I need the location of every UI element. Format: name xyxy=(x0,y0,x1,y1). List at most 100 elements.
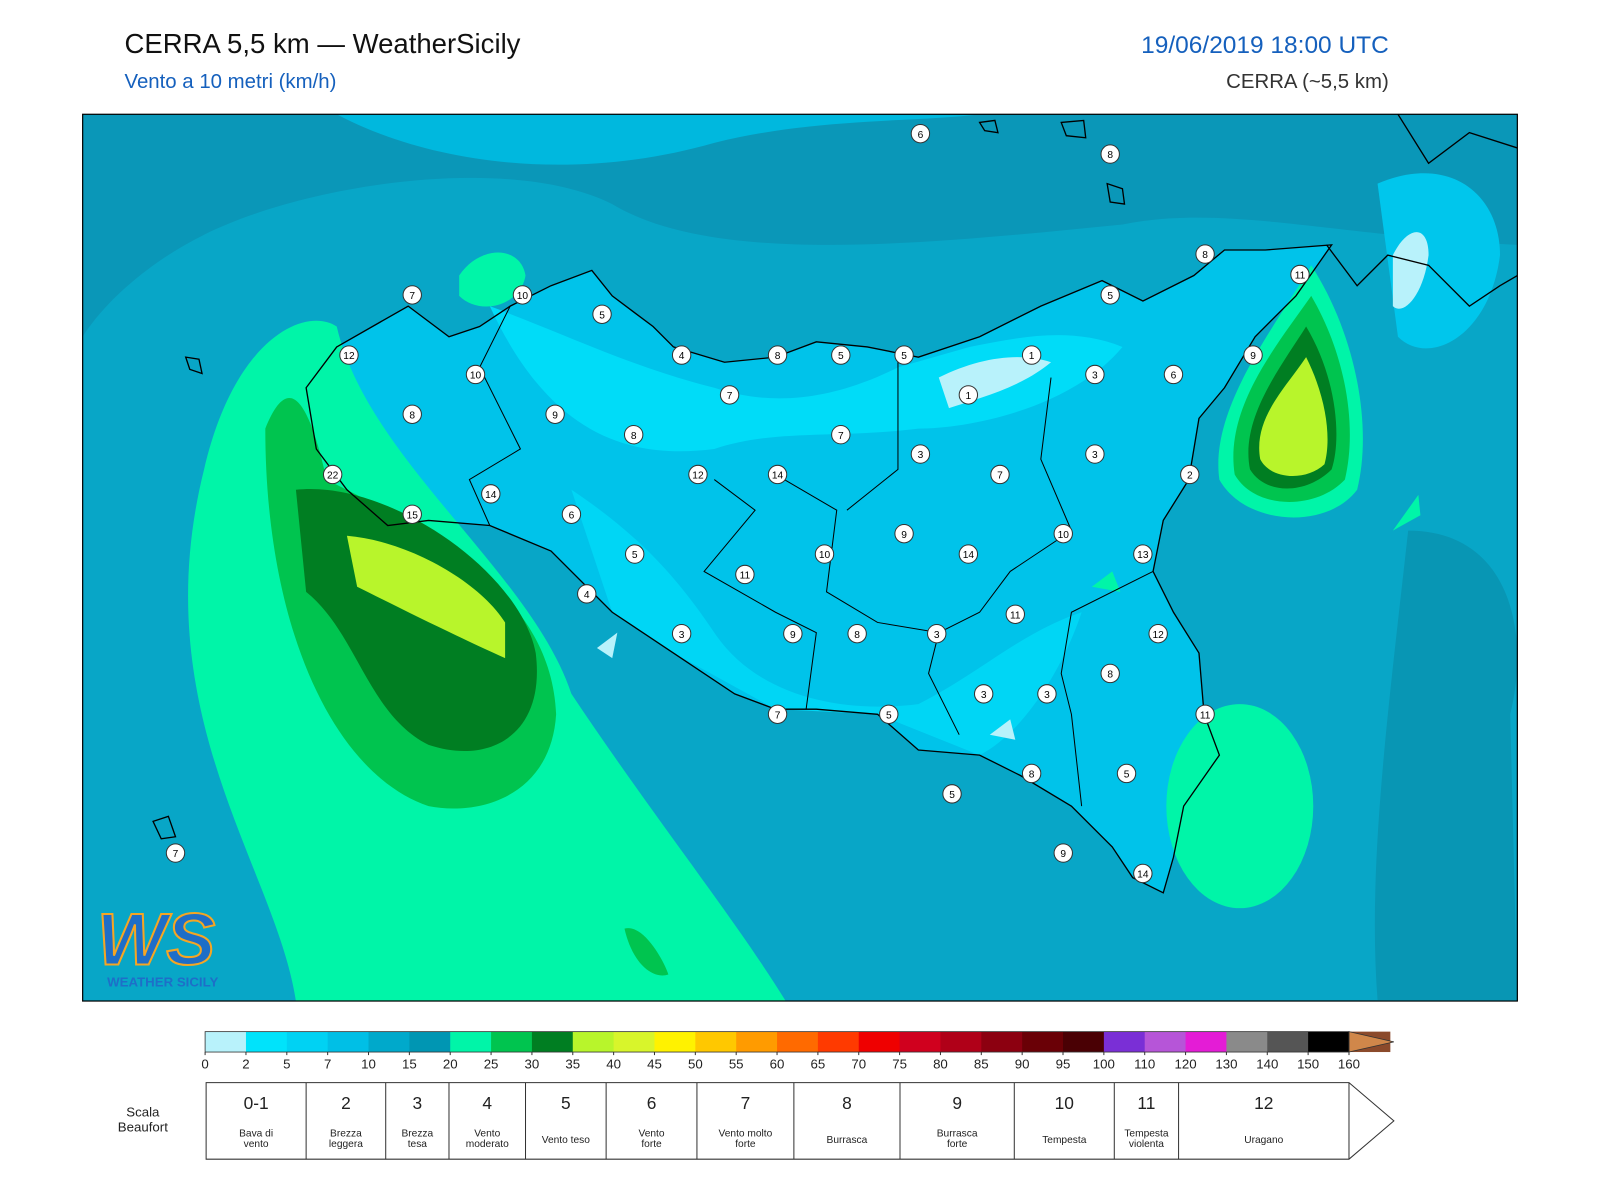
colorbar-segment xyxy=(1226,1031,1268,1053)
beaufort-description: Brezza xyxy=(330,1129,362,1140)
station-value: 4 xyxy=(679,351,685,362)
beaufort-description: Vento xyxy=(638,1129,664,1140)
station-value: 8 xyxy=(854,630,860,641)
station-marker xyxy=(1116,763,1137,784)
station-marker xyxy=(688,464,708,485)
beaufort-description: leggera xyxy=(329,1139,363,1150)
station-value: 3 xyxy=(679,630,685,641)
station-marker xyxy=(990,464,1010,485)
colorbar-tick-label: 160 xyxy=(1338,1056,1360,1071)
station-value: 10 xyxy=(517,291,529,302)
station-marker xyxy=(973,684,994,704)
station-value: 7 xyxy=(838,431,844,442)
beaufort-force: 5 xyxy=(561,1093,571,1113)
beaufort-force: 6 xyxy=(647,1093,657,1113)
station-value: 14 xyxy=(772,471,784,482)
model-label: CERRA (~5,5 km) xyxy=(1226,71,1389,93)
colorbar-tick-label: 150 xyxy=(1297,1056,1319,1071)
beaufort-force: 0-1 xyxy=(244,1093,269,1113)
colorbar-segment xyxy=(858,1031,901,1053)
station-marker xyxy=(735,564,755,585)
station-marker xyxy=(561,504,582,524)
beaufort-frame xyxy=(205,1082,1395,1160)
station-value: 7 xyxy=(409,291,415,302)
colorbar-segment xyxy=(654,1031,696,1053)
station-marker xyxy=(1085,444,1105,464)
colorbar-segment xyxy=(450,1031,492,1053)
beaufort-description: Brezza xyxy=(401,1129,433,1140)
beaufort-force: 11 xyxy=(1137,1093,1155,1113)
colorbar-tick-label: 120 xyxy=(1175,1056,1197,1071)
station-marker xyxy=(1085,364,1105,385)
station-marker xyxy=(783,623,803,644)
station-value: 3 xyxy=(1044,690,1050,701)
colorbar-tick-label: 25 xyxy=(484,1056,499,1071)
station-value: 8 xyxy=(1202,250,1208,261)
station-marker xyxy=(402,504,422,524)
station-value: 9 xyxy=(790,630,796,641)
colorbar-segment xyxy=(327,1031,370,1053)
colorbar-tick-label: 10 xyxy=(361,1056,376,1071)
station-value: 9 xyxy=(552,410,558,421)
logo-mark: WS xyxy=(97,897,215,980)
station-value: 1 xyxy=(1029,351,1035,362)
colorbar-segment xyxy=(613,1031,655,1053)
station-marker xyxy=(1100,285,1120,305)
colorbar-tick-label: 60 xyxy=(770,1056,785,1071)
colorbar-segment xyxy=(205,1031,247,1053)
station-value: 11 xyxy=(1010,610,1021,621)
station-marker xyxy=(577,584,597,604)
station-value: 5 xyxy=(901,351,907,362)
station-value: 14 xyxy=(1137,870,1149,881)
station-marker xyxy=(1053,523,1073,544)
beaufort-force: 2 xyxy=(341,1093,351,1113)
title: CERRA 5,5 km — WeatherSicily xyxy=(124,28,520,59)
beaufort-description: Bava di xyxy=(239,1129,273,1140)
beaufort-force: 10 xyxy=(1055,1093,1074,1113)
colorbar-tick-label: 30 xyxy=(525,1056,540,1071)
beaufort-force: 12 xyxy=(1254,1093,1273,1113)
colorbar-tick-label: 20 xyxy=(443,1056,458,1071)
station-value: 8 xyxy=(409,410,415,421)
station-value: 12 xyxy=(692,471,704,482)
station-value: 5 xyxy=(838,351,844,362)
station-marker xyxy=(671,623,692,644)
station-marker xyxy=(879,704,899,724)
colorbar-segment xyxy=(1022,1031,1064,1053)
station-value: 3 xyxy=(981,690,987,701)
station-value: 11 xyxy=(1295,271,1306,282)
beaufort-description: Burrasca xyxy=(937,1129,978,1140)
colorbar-tick-label: 2 xyxy=(242,1056,249,1071)
station-value: 8 xyxy=(1107,150,1113,161)
station-value: 9 xyxy=(901,530,907,541)
station-marker xyxy=(165,843,186,863)
colorbar-tick-label: 90 xyxy=(1015,1056,1030,1071)
colorbar-tick-label: 55 xyxy=(729,1056,744,1071)
beaufort-description: Vento xyxy=(474,1129,500,1140)
colorbar-segment xyxy=(286,1031,329,1053)
station-value: 5 xyxy=(632,550,638,561)
beaufort-label: Scala xyxy=(126,1104,160,1119)
colorbar-tick-label: 100 xyxy=(1093,1056,1115,1071)
beaufort-description: Burrasca xyxy=(827,1135,868,1146)
colorbar-tick-label: 40 xyxy=(606,1056,621,1071)
station-value: 5 xyxy=(949,790,955,801)
beaufort-description: Uragano xyxy=(1244,1135,1283,1146)
station-marker xyxy=(894,345,914,365)
station-value: 8 xyxy=(631,431,637,442)
colorbar-segment xyxy=(1185,1031,1227,1053)
station-marker xyxy=(1100,663,1120,684)
station-marker xyxy=(1005,604,1025,624)
beaufort-description: tesa xyxy=(408,1139,428,1150)
station-value: 4 xyxy=(584,590,590,601)
station-value: 12 xyxy=(1152,630,1164,641)
subtitle: Vento a 10 metri (km/h) xyxy=(124,71,336,93)
station-marker xyxy=(958,385,979,405)
beaufort-description: Tempesta xyxy=(1042,1135,1087,1146)
station-marker xyxy=(927,623,947,644)
colorbar-segment xyxy=(409,1031,451,1053)
